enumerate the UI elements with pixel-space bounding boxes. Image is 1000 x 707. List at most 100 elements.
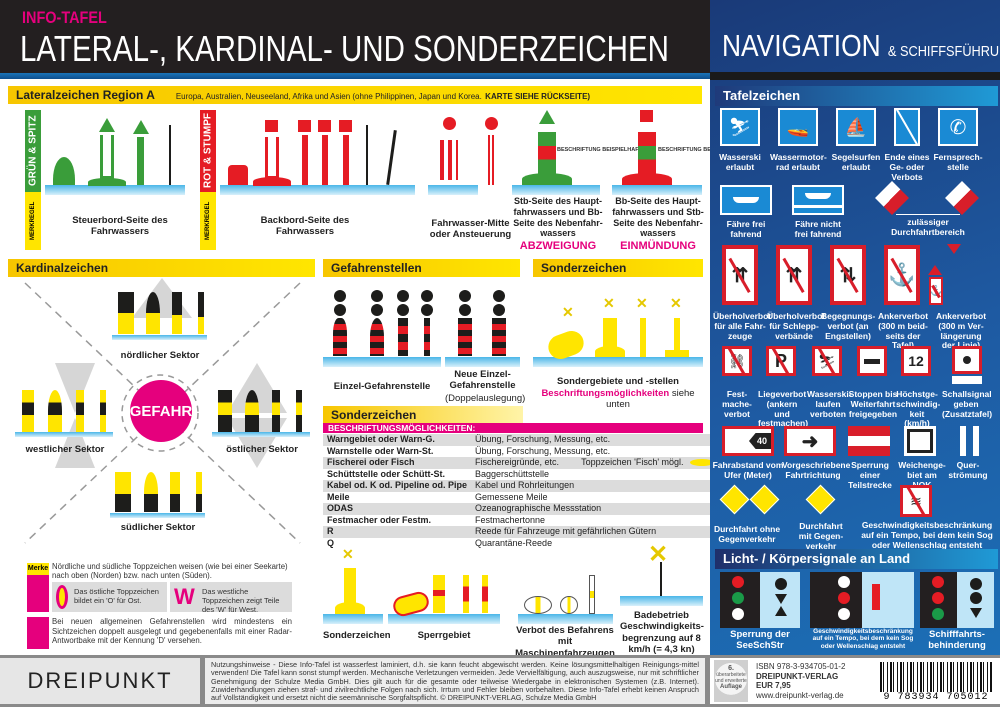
licht-label: Sperrung der SeeSchStr <box>730 629 790 651</box>
one-way-diamond-icon <box>749 484 780 515</box>
red-stumpf-label: ROT & STUMPF <box>200 110 216 192</box>
safe-water-buoy-icon <box>440 140 458 180</box>
north-cardinal-spar-icon <box>146 292 160 334</box>
special-spar-icon <box>640 318 646 357</box>
red-can-topmark-icon <box>640 110 653 122</box>
table-row: R Reede für Fahrzeuge mit gefährlichen Gü… <box>323 526 718 538</box>
motor-ban-spar-icon <box>589 575 595 614</box>
sound-signal-plate-icon <box>952 376 982 384</box>
row-label: Kabel od. K od. Pipeline od. Pipe <box>323 480 472 492</box>
cone-down-icon <box>970 608 982 618</box>
green-lattice-buoy-base-icon <box>88 178 126 186</box>
sign-label: Liegeverbot (ankern und festmachen) <box>758 389 809 429</box>
beschriftung-note: BESCHRIFTUNG BEISPIELHAFT <box>557 147 642 153</box>
triangle-marker-icon <box>928 265 942 275</box>
special-lattice-base-icon <box>335 602 365 614</box>
website-link[interactable]: www.dreipunkt-verlag.de <box>756 690 844 700</box>
water-line <box>388 614 500 624</box>
east-sector-label: östlicher Sektor <box>226 444 298 455</box>
no-meeting-sign-icon: ⇅ <box>830 245 866 305</box>
green-spitz-label: GRÜN & SPITZ <box>25 110 41 192</box>
end-of-rule-sign-icon <box>894 108 920 146</box>
sign-label: zulässiger Durchfahrtbereich <box>891 217 965 237</box>
ferry-not-free-sign-icon <box>792 185 844 215</box>
row-label: Warngebiet oder Warn-G. <box>323 434 472 446</box>
sign-label: Wassermotor-rad erlaubt <box>770 152 827 172</box>
west-cardinal-pillar-icon <box>76 390 84 432</box>
special-pillar-base-icon <box>665 350 689 357</box>
double-sphere-topmark-icon <box>421 290 433 302</box>
sign-label: Begegnungs-verbot (an Engstellen) <box>821 311 876 341</box>
beschriftung-note: BESCHRIFTUNG BEISPIELHAFT <box>658 147 743 153</box>
water-line <box>15 432 113 437</box>
sonderzeichen-heading: Sonderzeichen <box>541 261 627 275</box>
sign-label: Durchfahrt mit Gegen-verkehr <box>798 521 844 551</box>
row-desc: Übung, Forschung, Messung, etc. <box>475 445 611 456</box>
motor-ban-barrel-icon <box>524 596 552 614</box>
x-topmark-icon: ✕ <box>670 295 682 311</box>
ferry-free-sign-icon <box>720 185 772 215</box>
withy-pole-icon <box>169 125 171 185</box>
green-spire-buoy-icon <box>53 157 75 185</box>
edition-badge: 6. überarbeitete und erweiterte Auflage <box>714 660 748 702</box>
windsurf-sign-icon: ⛵ <box>836 108 876 146</box>
row-desc: Reede für Fahrzeuge mit gefährlichen Güt… <box>471 526 718 538</box>
stb-caption: Stb-Seite des Haupt-fahrwassers und Bb-S… <box>513 196 603 239</box>
publication-info: 6. überarbeitete und erweiterte Auflage … <box>710 658 1000 704</box>
water-line <box>112 335 207 340</box>
usage-notice: Nutzungshinweise - Diese Info-Tafel ist … <box>205 658 705 704</box>
isolated-danger-spar-icon <box>424 318 430 356</box>
beschriftung-link[interactable]: Beschriftungsmöglichkeiten <box>541 388 670 399</box>
double-sphere-topmark-icon <box>459 290 471 302</box>
water-line <box>620 596 703 606</box>
bb-caption: Bb-Seite des Haupt-fahrwassers und Stb-S… <box>612 196 704 239</box>
bottom-caption-0: Sonderzeichen <box>323 630 391 641</box>
nok-switch-sign-icon <box>904 426 936 456</box>
red-lattice-buoy-icon <box>265 137 279 179</box>
table-row: Kabel od. K od. Pipeline od. Pipe Kabel u… <box>323 480 718 492</box>
passage-limit-left-icon <box>875 181 909 215</box>
sonderzeichen-table-heading-bar: Sonderzeichen <box>323 406 523 424</box>
merke-text: Nördliche und südliche Toppzeichen weise… <box>52 562 288 580</box>
row-label: Warnstelle oder Warn-St. <box>327 445 434 456</box>
row-label: Meile <box>327 491 350 502</box>
red-can-buoy-icon <box>228 165 248 185</box>
safe-water-spar-icon <box>488 135 496 185</box>
sign-label: Wasserski-laufen verboten <box>807 389 852 419</box>
new-danger-buoy-icon <box>492 318 506 356</box>
row-extra: Toppzeichen 'Fisch' mögl. <box>581 457 684 467</box>
green-lattice-buoy-icon <box>100 135 114 179</box>
row-desc: Gemessene Meile <box>475 491 548 502</box>
east-cardinal-spar-icon <box>245 390 259 432</box>
telephone-sign-icon: ✆ <box>938 108 978 146</box>
cone-down-icon <box>775 594 787 604</box>
green-cone-topmark-icon <box>99 118 115 132</box>
beschriftungsmoeglichkeiten-bar: BESCHRIFTUNGSMÖGLICHKEITEN: <box>323 423 703 433</box>
row-desc: Ozeanographische Messstation <box>471 503 718 515</box>
merke-label: Merke <box>27 563 49 575</box>
ost-hint-box: Das östliche Toppzeichen bildet ein 'O' … <box>52 582 167 612</box>
red-lattice-base-icon <box>253 177 291 186</box>
no-mooring-sign-icon: ⛓ <box>722 346 752 376</box>
water-line <box>518 614 613 624</box>
west-cardinal-buoy-icon <box>22 390 34 432</box>
one-way-diamond-icon <box>719 484 750 515</box>
map-note: KARTE SIEHE RÜCKSEITE) <box>485 92 591 101</box>
publisher-block: ISBN 978-3-934705-01-2 DREIPUNKT-VERLAG … <box>756 662 845 700</box>
sign-label: Höchstge-schwindig-keit (km/h) <box>896 389 941 429</box>
header-stripe <box>0 73 710 79</box>
nav-title-main: NAVIGATION <box>722 28 881 63</box>
bb-preferred-base-icon <box>622 173 672 185</box>
direction-sign-icon: ➜ <box>784 426 836 456</box>
sign-label: Quer-strömung <box>948 460 988 480</box>
sign-label: Stoppen bis Weiterfahrt freigegeben <box>848 389 898 419</box>
broom-withy-icon <box>386 130 397 185</box>
page-title: LATERAL-, KARDINAL- UND SONDERZEICHEN <box>20 28 670 69</box>
red-sphere-topmark-icon <box>443 117 456 130</box>
distance-value: 40 <box>748 433 771 449</box>
stop-sign-icon <box>857 346 887 376</box>
water-line <box>512 185 600 195</box>
sondergebiete-caption: Sondergebiete und -stellen <box>557 376 679 387</box>
red-can-topmark-icon <box>318 120 331 132</box>
motor-ban-sphere-icon <box>560 596 578 614</box>
